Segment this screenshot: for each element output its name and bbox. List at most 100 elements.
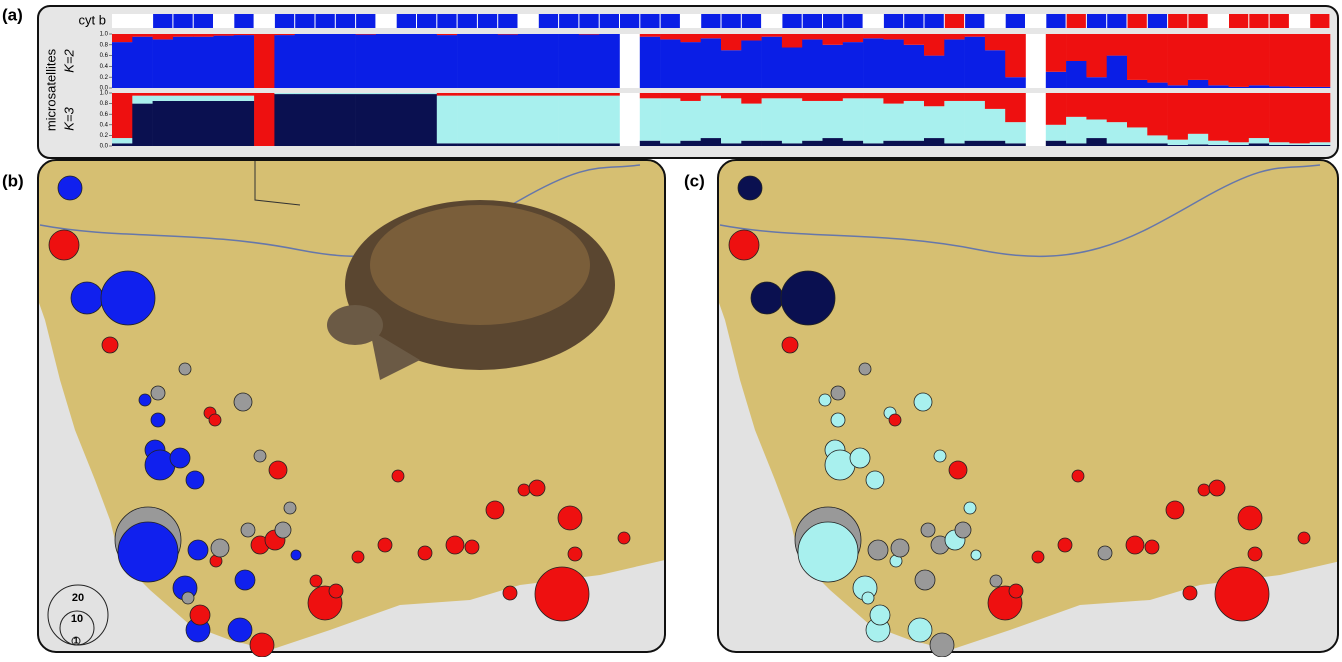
structure-bar: [965, 37, 986, 88]
pie-c: [930, 633, 954, 657]
structure-bar: [1229, 145, 1250, 146]
structure-bar: [680, 34, 701, 42]
pie-c: [862, 592, 874, 604]
cytb-cell: [498, 14, 517, 28]
structure-bar: [802, 101, 823, 141]
cytb-cell: [1249, 14, 1268, 28]
structure-bar: [863, 34, 884, 38]
structure-bar: [193, 34, 214, 37]
structure-bar: [417, 34, 438, 88]
structure-bar: [538, 34, 559, 88]
structure-bar: [234, 35, 255, 88]
structure-bar: [782, 48, 803, 89]
cytb-cell: [620, 14, 639, 28]
structure-bar: [132, 37, 153, 88]
cytb-cell: [1046, 14, 1065, 28]
structure-bar: [701, 93, 722, 96]
structure-bar: [1229, 142, 1250, 145]
structure-bar: [1269, 93, 1290, 142]
structure-bar: [741, 40, 762, 88]
pie-c: [1145, 540, 1159, 554]
pie-b: [186, 471, 204, 489]
structure-bar: [1208, 145, 1229, 146]
scale-label: 10: [71, 613, 83, 625]
structure-bar: [924, 93, 945, 106]
structure-bar: [518, 34, 539, 88]
structure-bar: [721, 34, 742, 50]
structure-bar: [437, 34, 458, 35]
structure-bar: [1229, 87, 1250, 88]
microsat-label: microsatellites: [43, 48, 58, 131]
structure-bar: [295, 34, 316, 88]
structure-bar: [823, 34, 844, 45]
structure-bar: [579, 96, 600, 144]
pie-c: [889, 414, 901, 426]
structure-bar: [1269, 142, 1290, 145]
structure-bar: [1127, 127, 1148, 143]
structure-bar: [762, 34, 783, 37]
structure-bar: [1249, 85, 1270, 88]
structure-bar: [477, 93, 498, 96]
structure-bar: [1107, 56, 1128, 88]
structure-bar: [924, 138, 945, 146]
structure-bar: [559, 143, 580, 146]
structure-bar: [1046, 34, 1067, 72]
structure-bar: [376, 34, 397, 88]
structure-bar: [985, 93, 1006, 109]
cytb-cell: [843, 14, 862, 28]
structure-bar: [1147, 93, 1168, 135]
pie-c: [1238, 506, 1262, 530]
structure-bar: [579, 35, 600, 88]
structure-bar: [173, 93, 194, 96]
structure-bar: [498, 143, 519, 146]
structure-bar: [1188, 80, 1209, 88]
pie-c: [1198, 484, 1210, 496]
structure-bar: [924, 34, 945, 56]
scale-label: 20: [72, 592, 84, 604]
structure-bar: [315, 94, 336, 146]
structure-bar: [904, 141, 925, 146]
structure-bar: [335, 93, 356, 94]
structure-bar: [173, 37, 194, 88]
pie-b: [352, 551, 364, 563]
pie-b: [291, 550, 301, 560]
cytb-cell: [275, 14, 294, 28]
structure-bar: [234, 101, 255, 146]
structure-bar: [1107, 122, 1128, 143]
cytb-cell: [1310, 14, 1329, 28]
pie-c: [1126, 536, 1144, 554]
structure-bar: [985, 34, 1006, 50]
cytb-cell: [316, 14, 335, 28]
pie-b: [170, 448, 190, 468]
structure-bar: [1086, 120, 1107, 139]
cytb-cell: [1148, 14, 1167, 28]
structure-bar: [944, 101, 965, 143]
pie-b: [392, 470, 404, 482]
structure-bar: [234, 34, 255, 35]
cytb-cell: [417, 14, 436, 28]
structure-bar: [214, 36, 235, 88]
pie-c: [1183, 586, 1197, 600]
structure-bar: [762, 141, 783, 146]
pie-c: [1072, 470, 1084, 482]
cytb-cell: [1087, 14, 1106, 28]
structure-bar: [437, 35, 458, 88]
structure-bar: [944, 34, 965, 39]
structure-bar: [214, 34, 235, 36]
structure-bar: [1249, 93, 1270, 138]
structure-bar: [193, 37, 214, 88]
structure-bar: [1289, 143, 1310, 145]
structure-bar: [1005, 122, 1026, 143]
structure-bar: [640, 98, 661, 140]
structure-bar: [335, 94, 356, 146]
structure-bar: [883, 93, 904, 104]
pie-c: [914, 393, 932, 411]
y-tick-label: 1.0: [100, 32, 109, 38]
structure-bar: [660, 34, 681, 39]
structure-bar: [1127, 80, 1148, 88]
structure-bar: [234, 93, 255, 96]
cytb-cell: [153, 14, 172, 28]
structure-bar: [1310, 87, 1331, 88]
cytb-cell: [458, 14, 477, 28]
structure-bar: [640, 141, 661, 146]
